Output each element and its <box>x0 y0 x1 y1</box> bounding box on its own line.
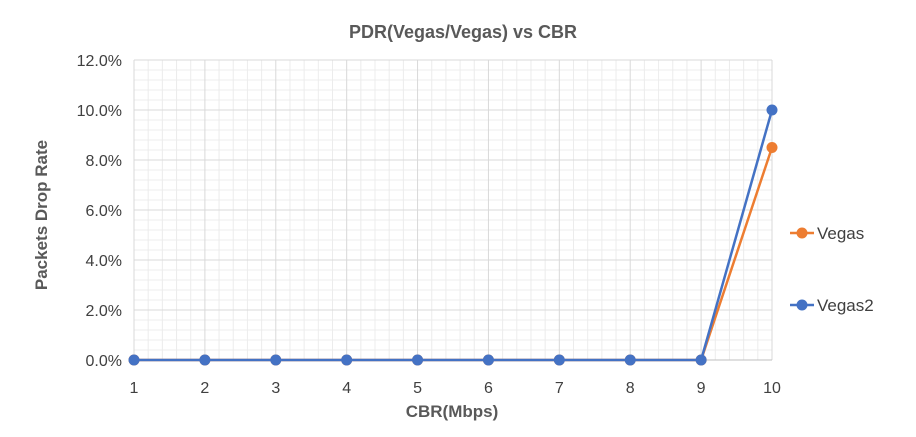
data-point-vegas2 <box>341 354 353 366</box>
x-tick-label: 2 <box>200 380 209 397</box>
x-tick-label: 9 <box>697 380 706 397</box>
data-point-vegas2 <box>624 354 636 366</box>
series-line-vegas <box>134 147 774 362</box>
x-tick-label: 6 <box>484 380 493 397</box>
y-tick-label: 2.0% <box>86 303 122 320</box>
y-axis-title: Packets Drop Rate <box>32 140 51 290</box>
legend-label-vegas: Vegas <box>817 224 864 243</box>
y-tick-label: 4.0% <box>86 253 122 270</box>
data-point-vegas2 <box>766 104 778 116</box>
x-tick-label: 5 <box>413 380 422 397</box>
legend-label-vegas2: Vegas2 <box>817 296 874 315</box>
grid <box>133 59 773 361</box>
data-point-vegas2 <box>695 354 707 366</box>
axes: 0.0% 2.0% 4.0% 6.0% 8.0% 10.0% 12.0% 1 2 3 4 5 6 7 8 9 1… <box>77 53 781 397</box>
x-tick-label: 8 <box>626 380 635 397</box>
x-tick-label: 4 <box>342 380 351 397</box>
y-tick-label: 12.0% <box>77 53 122 70</box>
data-point-vegas2 <box>412 354 424 366</box>
data-point-vegas2 <box>128 354 140 366</box>
x-tick-label: 7 <box>555 380 564 397</box>
legend-marker-vegas <box>796 227 808 239</box>
y-tick-label: 6.0% <box>86 203 122 220</box>
series-line-vegas2 <box>134 109 774 362</box>
y-tick-label: 0.0% <box>86 353 122 370</box>
data-point-vegas2 <box>482 354 494 366</box>
x-tick-label: 10 <box>763 380 781 397</box>
data-point-vegas2 <box>270 354 282 366</box>
x-tick-label: 3 <box>271 380 280 397</box>
data-point-vegas2 <box>553 354 565 366</box>
x-tick-label: 1 <box>130 380 139 397</box>
series-layer <box>128 104 778 366</box>
y-tick-label: 8.0% <box>86 153 122 170</box>
legend: Vegas Vegas2 <box>790 224 874 315</box>
data-point-vegas <box>766 142 778 153</box>
y-tick-label: 10.0% <box>77 103 122 120</box>
legend-marker-vegas2 <box>796 299 808 311</box>
data-point-vegas2 <box>199 354 211 366</box>
chart-title: PDR(Vegas/Vegas) vs CBR <box>349 22 577 42</box>
x-axis-title: CBR(Mbps) <box>406 402 499 421</box>
